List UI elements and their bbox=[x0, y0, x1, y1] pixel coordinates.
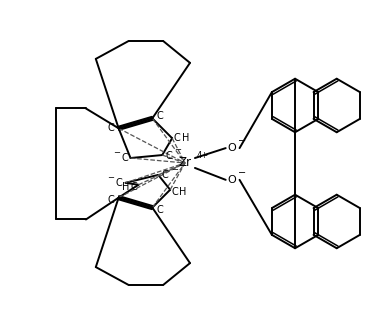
Text: −: − bbox=[239, 136, 247, 146]
Text: O: O bbox=[227, 143, 236, 153]
Text: C: C bbox=[174, 133, 181, 143]
Text: C: C bbox=[172, 187, 178, 197]
Text: C: C bbox=[115, 178, 122, 188]
Text: C: C bbox=[130, 182, 137, 192]
Text: C: C bbox=[107, 123, 114, 133]
Text: −: − bbox=[172, 166, 179, 175]
Text: C: C bbox=[107, 195, 114, 205]
Text: −: − bbox=[107, 173, 114, 182]
Text: C: C bbox=[121, 153, 128, 163]
Text: H: H bbox=[182, 133, 190, 143]
Text: C: C bbox=[157, 204, 164, 214]
Text: C: C bbox=[166, 151, 173, 161]
Text: −: − bbox=[239, 168, 247, 178]
Text: H: H bbox=[122, 182, 129, 192]
Text: O: O bbox=[227, 175, 236, 185]
Text: −: − bbox=[175, 146, 182, 155]
Text: H: H bbox=[179, 187, 187, 197]
Text: Zr: Zr bbox=[179, 156, 192, 169]
Text: C: C bbox=[157, 111, 164, 121]
Text: C: C bbox=[162, 170, 169, 180]
Text: 4+: 4+ bbox=[197, 151, 209, 160]
Text: −: − bbox=[113, 148, 120, 157]
